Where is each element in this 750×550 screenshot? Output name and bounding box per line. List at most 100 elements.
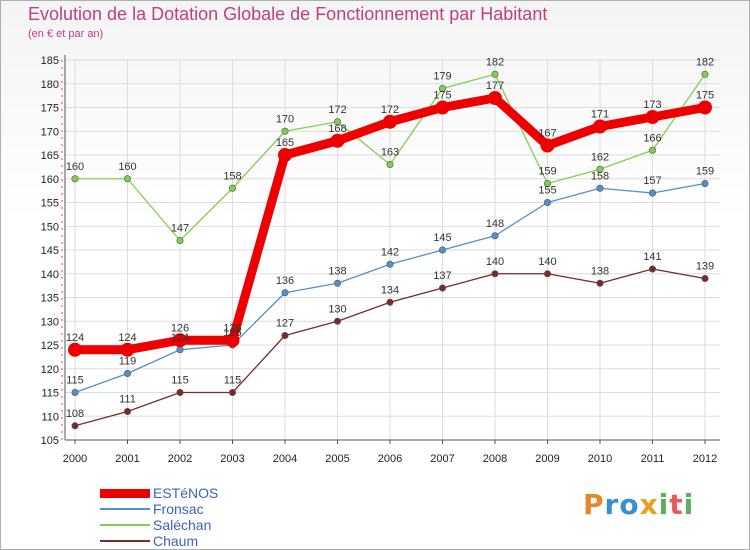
y-tick-label: 125 (41, 340, 59, 352)
x-tick-label: 2007 (430, 453, 454, 465)
data-point (701, 70, 709, 78)
data-label: 175 (433, 90, 451, 102)
y-tick-label: 105 (41, 435, 59, 447)
data-label: 160 (66, 161, 84, 173)
legend-label: Chaum (153, 533, 199, 549)
chart-title: Evolution de la Dotation Globale de Fonc… (28, 4, 548, 24)
data-point (596, 184, 604, 192)
data-label: 163 (381, 147, 399, 159)
data-label: 162 (591, 151, 609, 163)
x-tick-label: 2004 (273, 453, 297, 465)
data-label: 172 (381, 104, 399, 116)
data-label: 177 (486, 80, 504, 92)
data-point (176, 237, 184, 245)
data-point (648, 189, 656, 197)
data-label: 140 (486, 256, 504, 268)
y-tick-label: 170 (41, 126, 59, 138)
data-point (383, 114, 397, 129)
legend-swatch (100, 540, 150, 542)
data-label: 182 (696, 56, 714, 68)
data-point (648, 265, 656, 273)
data-point (386, 161, 394, 169)
data-label: 139 (696, 261, 714, 273)
data-point (173, 333, 187, 348)
data-label: 168 (328, 123, 346, 135)
data-point (330, 133, 345, 148)
x-tick-label: 2012 (693, 453, 717, 465)
data-label: 138 (328, 265, 346, 277)
data-point (124, 369, 132, 377)
y-tick-label: 155 (41, 198, 59, 210)
data-point (281, 289, 289, 297)
data-point (543, 199, 551, 207)
y-tick-label: 180 (41, 79, 59, 91)
logo-letter: x (639, 488, 659, 521)
data-point (540, 138, 555, 153)
data-label: 155 (538, 185, 556, 197)
data-point (278, 148, 292, 162)
logo-letter: P (583, 488, 605, 521)
y-tick-label: 175 (41, 103, 59, 115)
data-label: 170 (276, 113, 294, 125)
chart-subtitle: (en € et par an) (28, 28, 104, 40)
data-label: 160 (118, 161, 136, 173)
data-point (124, 175, 132, 183)
data-point (124, 407, 132, 415)
data-label: 115 (66, 375, 84, 387)
legend-label: Fronsac (153, 501, 204, 517)
data-point (386, 260, 394, 268)
data-point (333, 279, 341, 287)
y-tick-label: 120 (41, 364, 59, 376)
y-tick-label: 145 (41, 245, 59, 257)
data-label: 115 (171, 375, 189, 387)
x-tick-label: 2009 (535, 453, 559, 465)
data-label: 111 (119, 394, 136, 406)
data-point (701, 180, 709, 188)
legend-label: ESTéNOS (153, 485, 219, 501)
data-label: 138 (591, 265, 609, 277)
data-label: 126 (223, 322, 241, 334)
x-tick-label: 2000 (63, 453, 87, 465)
logo-letter: i (683, 488, 695, 521)
data-label: 159 (696, 166, 714, 178)
data-point (229, 388, 237, 396)
data-point (491, 270, 499, 278)
x-tick-label: 2006 (378, 453, 402, 465)
data-point (438, 284, 446, 292)
data-point (71, 388, 79, 396)
data-point (435, 100, 450, 115)
y-tick-label: 150 (41, 221, 59, 233)
data-point (543, 180, 551, 188)
x-tick-label: 2003 (220, 453, 244, 465)
data-point (386, 298, 394, 306)
data-label: 166 (643, 132, 661, 144)
y-tick-label: 140 (41, 269, 59, 281)
data-point (543, 270, 551, 278)
data-point (281, 331, 289, 339)
data-label: 158 (223, 170, 241, 182)
data-point (176, 388, 184, 396)
data-label: 124 (66, 332, 84, 344)
data-point (71, 175, 79, 183)
data-label: 130 (328, 303, 346, 315)
data-label: 124 (118, 332, 136, 344)
data-label: 157 (643, 175, 661, 187)
data-label: 173 (643, 99, 661, 111)
y-tick-label: 185 (41, 55, 59, 67)
data-label: 142 (381, 246, 399, 258)
legend-swatch (100, 508, 150, 510)
data-label: 148 (486, 218, 504, 230)
data-point (596, 279, 604, 287)
data-label: 172 (328, 104, 346, 116)
data-label: 165 (276, 137, 294, 149)
data-label: 134 (381, 284, 399, 296)
data-point (491, 70, 499, 78)
data-label: 147 (171, 223, 189, 235)
proxiti-logo: Proxiti (583, 488, 694, 521)
x-tick-label: 2001 (115, 453, 139, 465)
data-label: 136 (276, 275, 294, 287)
data-point (438, 85, 446, 93)
y-tick-label: 165 (41, 150, 59, 162)
